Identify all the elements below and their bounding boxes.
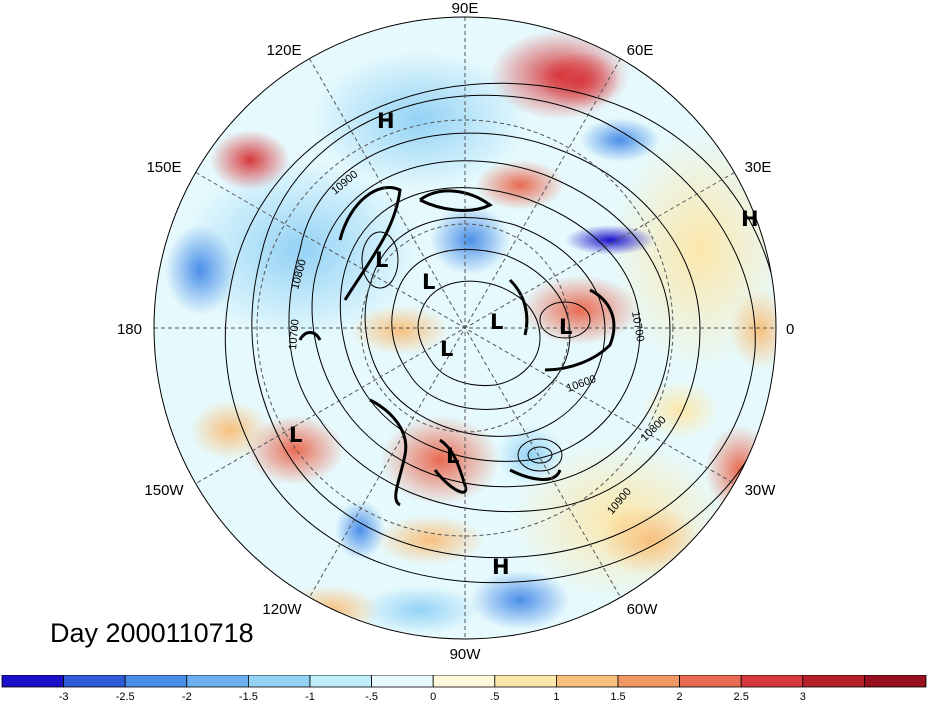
anomaly-shading bbox=[154, 17, 776, 639]
colorbar-box bbox=[432, 675, 496, 688]
high-center-marker: H bbox=[492, 555, 510, 579]
colorbar-tick-label: 1 bbox=[553, 691, 559, 702]
colorbar-box bbox=[740, 675, 804, 688]
colorbar-box bbox=[63, 675, 126, 688]
colorbar-tick-label: 2 bbox=[677, 691, 683, 702]
colorbar-tick-label: -3 bbox=[59, 691, 69, 702]
longitude-labels: 90E 60E 30E 0 30W 60W 90W 120W 150W 180 … bbox=[117, 0, 794, 663]
colorbar-tick-label: 3 bbox=[800, 691, 806, 702]
colorbar-tick-label: -1 bbox=[305, 691, 315, 702]
lon-label-60w: 60W bbox=[627, 601, 659, 618]
colorbar-box bbox=[186, 675, 249, 688]
colorbar: -3 -2.5 -2 -1.5 -1 -.5 0 .5 1 1.5 2 2.5 3 bbox=[1, 675, 927, 702]
lon-label-120w: 120W bbox=[262, 601, 302, 618]
lon-label-90w: 90W bbox=[450, 646, 482, 663]
colorbar-tick-label: -2.5 bbox=[116, 691, 135, 702]
low-center-marker: L bbox=[422, 270, 435, 294]
lon-label-150w: 150W bbox=[144, 482, 184, 499]
colorbar-box bbox=[124, 675, 188, 688]
lon-label-180: 180 bbox=[117, 321, 142, 338]
low-center-marker: L bbox=[559, 315, 572, 339]
low-center-marker: L bbox=[289, 423, 302, 447]
colorbar-box bbox=[1, 675, 64, 688]
lon-label-60e: 60E bbox=[627, 42, 654, 59]
pressure-centers: H H H L L L L L L L bbox=[289, 109, 759, 579]
graticule bbox=[154, 17, 776, 639]
colorbar-box bbox=[371, 675, 434, 688]
colorbar-tick-label: -2 bbox=[182, 691, 192, 702]
colorbar-tick-label: -1.5 bbox=[239, 691, 258, 702]
colorbar-tick-label: 2.5 bbox=[734, 691, 749, 702]
colorbar-box bbox=[802, 675, 865, 688]
map-boundary bbox=[153, 16, 777, 640]
colorbar-box bbox=[617, 675, 680, 688]
lon-label-30e: 30E bbox=[745, 159, 772, 176]
colorbar-box bbox=[309, 675, 372, 688]
low-center-marker: L bbox=[375, 248, 388, 272]
colorbar-box bbox=[494, 675, 557, 688]
colorbar-box bbox=[864, 675, 927, 688]
contour-label: 10700 bbox=[287, 319, 302, 351]
lon-label-90e: 90E bbox=[452, 0, 479, 17]
colorbar-boxes bbox=[1, 675, 927, 688]
lon-label-30w: 30W bbox=[745, 482, 777, 499]
colorbar-box bbox=[556, 675, 619, 688]
lon-label-0: 0 bbox=[786, 321, 794, 338]
high-center-marker: H bbox=[377, 109, 395, 133]
contour-label: 10700 bbox=[629, 310, 646, 342]
colorbar-tick-label: 0 bbox=[430, 691, 436, 702]
colorbar-tick-label: .5 bbox=[490, 691, 499, 702]
colorbar-tick-label: -.5 bbox=[365, 691, 378, 702]
colorbar-labels: -3 -2.5 -2 -1.5 -1 -.5 0 .5 1 1.5 2 2.5 3 bbox=[59, 691, 806, 702]
colorbar-box bbox=[679, 675, 742, 688]
low-center-marker: L bbox=[446, 444, 459, 468]
colorbar-box bbox=[247, 675, 311, 688]
lon-label-120e: 120E bbox=[266, 42, 301, 59]
low-center-marker: L bbox=[440, 337, 453, 361]
high-center-marker: H bbox=[741, 207, 759, 231]
low-center-marker: L bbox=[490, 310, 503, 334]
lon-label-150e: 150E bbox=[146, 159, 181, 176]
colorbar-tick-label: 1.5 bbox=[610, 691, 625, 702]
day-label: Day 2000110718 bbox=[50, 618, 254, 648]
jet-contours bbox=[298, 186, 616, 507]
